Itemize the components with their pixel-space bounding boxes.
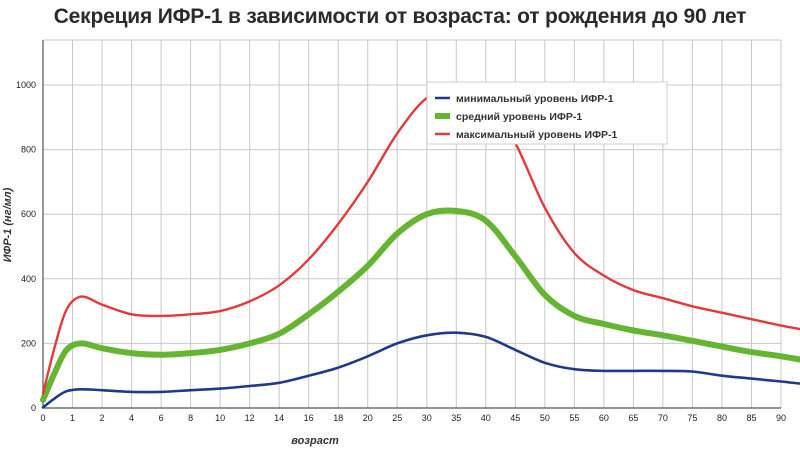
x-tick-label: 75 <box>687 413 697 423</box>
x-tick-label: 18 <box>333 413 343 423</box>
series-line-0 <box>41 331 800 409</box>
x-tick-label: 85 <box>746 413 756 423</box>
legend: минимальный уровень ИФР-1 средний уровень… <box>426 81 668 145</box>
axes <box>42 40 781 409</box>
x-tick-label: 65 <box>628 413 638 423</box>
y-axis-label: ИФР-1 (нг/мл) <box>2 187 14 262</box>
x-tick-label: 50 <box>540 413 550 423</box>
x-tick-label: 6 <box>159 413 164 423</box>
y-tick-label: 1000 <box>16 80 36 90</box>
x-axis-label: возраст <box>291 435 339 447</box>
y-tick-label: 600 <box>21 209 36 219</box>
x-tick-label: 4 <box>129 413 134 423</box>
legend-entry: максимальный уровень ИФР-1 <box>456 129 618 141</box>
x-tick-label: 80 <box>717 413 727 423</box>
legend-box <box>426 81 668 145</box>
x-tick-label: 0 <box>40 413 45 423</box>
y-tick-labels: 0 200 400 600 800 1000 <box>16 80 36 413</box>
x-tick-label: 40 <box>481 413 491 423</box>
x-tick-label: 20 <box>363 413 373 423</box>
x-tick-label: 12 <box>245 413 255 423</box>
x-tick-label: 16 <box>304 413 314 423</box>
x-tick-label: 45 <box>510 413 520 423</box>
x-tick-label: 8 <box>188 413 193 423</box>
y-tick-label: 800 <box>21 145 36 155</box>
x-tick-label: 55 <box>569 413 579 423</box>
x-tick-label: 70 <box>658 413 668 423</box>
x-tick-labels: 0 1 2 4 6 8 10 12 14 16 18 20 25 30 35 40 45 50 55 60 65 70 75… <box>40 413 786 423</box>
y-tick-label: 400 <box>21 274 36 284</box>
x-tick-label: 25 <box>392 413 402 423</box>
x-tick-label: 14 <box>274 413 284 423</box>
x-tick-label: 35 <box>451 413 461 423</box>
x-tick-label: 10 <box>215 413 225 423</box>
legend-entry: минимальный уровень ИФР-1 <box>456 93 614 105</box>
y-tick-label: 0 <box>31 403 36 413</box>
series-line-2 <box>41 87 800 395</box>
x-tick-label: 1 <box>70 413 75 423</box>
x-tick-label: 2 <box>100 413 105 423</box>
series-line-1 <box>40 207 800 403</box>
x-tick-label: 90 <box>776 413 786 423</box>
chart-title: Секреция ИФР-1 в зависимости от возраста… <box>53 5 747 28</box>
series-lines <box>40 87 800 409</box>
x-tick-label: 30 <box>422 413 432 423</box>
x-tick-label: 60 <box>599 413 609 423</box>
legend-entry: средний уровень ИФР-1 <box>456 111 582 123</box>
y-tick-label: 200 <box>21 338 36 348</box>
